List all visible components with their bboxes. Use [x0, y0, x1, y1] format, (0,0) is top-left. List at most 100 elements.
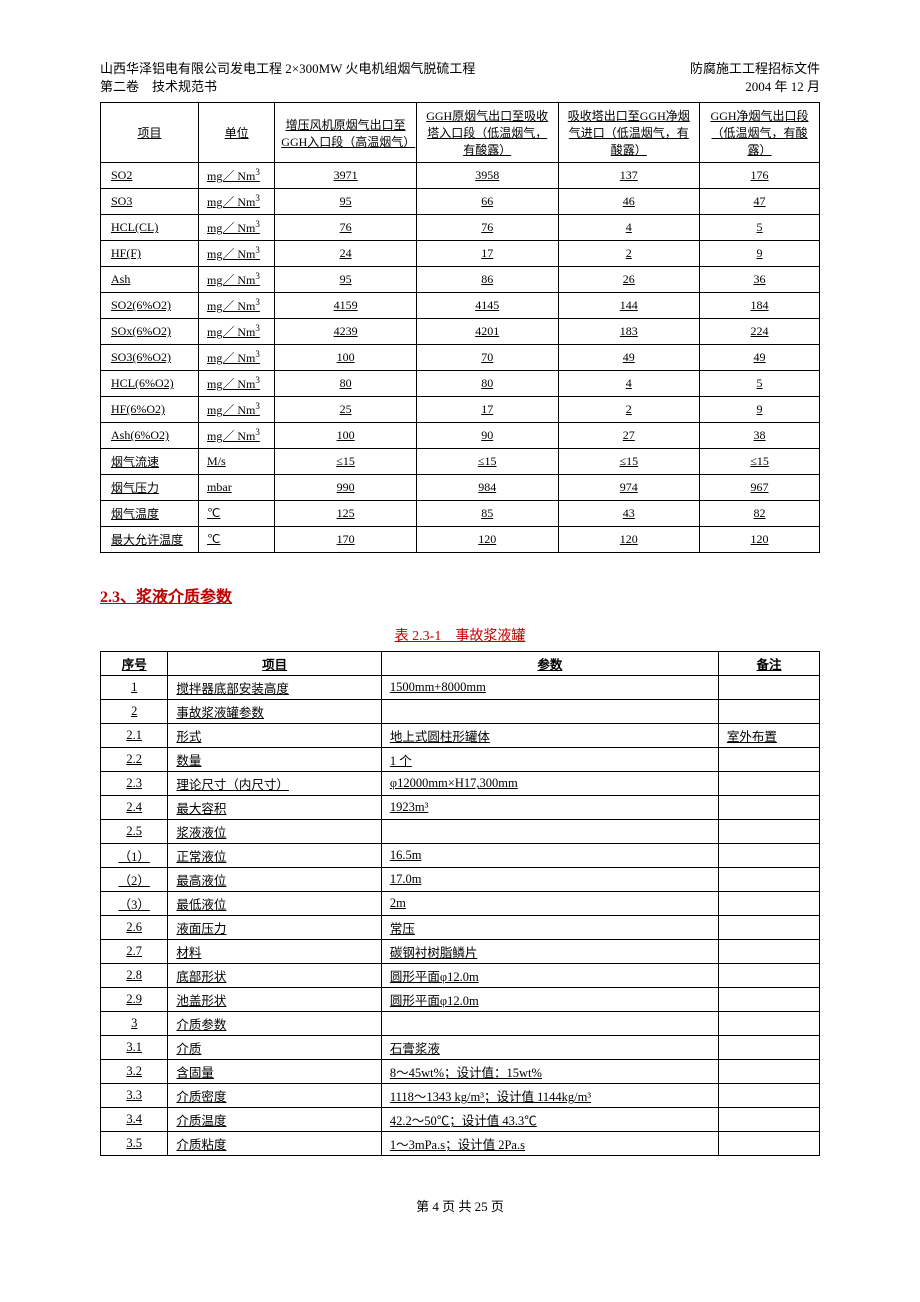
cell-item: 事故浆液罐参数 — [168, 700, 381, 724]
table-row: HF(6%O2)mg／ Nm3251729 — [101, 397, 820, 423]
table-row: 1搅拌器底部安装高度1500mm+8000mm — [101, 676, 820, 700]
cell-no: 2.9 — [101, 988, 168, 1012]
gas-params-table: 项目 单位 增压风机原烟气出口至GGH入口段（高温烟气） GGH原烟气出口至吸收… — [100, 102, 820, 553]
cell-v3: 974 — [558, 475, 700, 501]
header-right: 防腐施工工程招标文件 2004 年 12 月 — [690, 60, 820, 96]
table-row: 烟气温度℃125854382 — [101, 501, 820, 527]
header-left: 山西华泽铝电有限公司发电工程 2×300MW 火电机组烟气脱硫工程 第二卷 技术… — [100, 60, 475, 96]
cell-param: 1118～1343 kg/m³；设计值 1144kg/m³ — [381, 1084, 718, 1108]
cell-v1: 100 — [275, 345, 417, 371]
table-row: 2.1形式地上式圆柱形罐体室外布置 — [101, 724, 820, 748]
cell-note — [718, 796, 819, 820]
cell-unit: mg／ Nm3 — [199, 423, 275, 449]
t2-th-param: 参数 — [537, 658, 562, 672]
cell-item: 底部形状 — [168, 964, 381, 988]
cell-v2: 86 — [416, 267, 558, 293]
cell-v2: 66 — [416, 189, 558, 215]
cell-note — [718, 940, 819, 964]
cell-v3: 4 — [558, 215, 700, 241]
cell-v1: 125 — [275, 501, 417, 527]
cell-note — [718, 1084, 819, 1108]
cell-no: （3） — [101, 892, 168, 916]
cell-item: 数量 — [168, 748, 381, 772]
cell-v2: 70 — [416, 345, 558, 371]
cell-item: 含固量 — [168, 1060, 381, 1084]
cell-no: 2.6 — [101, 916, 168, 940]
cell-item: Ash — [101, 267, 199, 293]
cell-item: 烟气温度 — [101, 501, 199, 527]
table-row: 2.8底部形状圆形平面φ12.0m — [101, 964, 820, 988]
cell-param: 8～45wt%；设计值：15wt% — [381, 1060, 718, 1084]
cell-v3: 120 — [558, 527, 700, 553]
cell-v4: 224 — [700, 319, 820, 345]
t2-th-note: 备注 — [756, 658, 781, 672]
cell-v4: 967 — [700, 475, 820, 501]
table-row: Ash(6%O2)mg／ Nm3100902738 — [101, 423, 820, 449]
cell-item: 烟气流速 — [101, 449, 199, 475]
cell-v4: 38 — [700, 423, 820, 449]
cell-param: 17.0m — [381, 868, 718, 892]
table-row: 2.2数量1 个 — [101, 748, 820, 772]
cell-unit: mg／ Nm3 — [199, 241, 275, 267]
cell-item: 介质粘度 — [168, 1132, 381, 1156]
cell-unit: ℃ — [199, 527, 275, 553]
cell-v1: 3971 — [275, 163, 417, 189]
cell-note — [718, 700, 819, 724]
header-left-line1: 山西华泽铝电有限公司发电工程 2×300MW 火电机组烟气脱硫工程 — [100, 60, 475, 78]
cell-unit: mg／ Nm3 — [199, 319, 275, 345]
cell-unit: mg／ Nm3 — [199, 345, 275, 371]
cell-item: Ash(6%O2) — [101, 423, 199, 449]
cell-v4: 176 — [700, 163, 820, 189]
cell-v2: 3958 — [416, 163, 558, 189]
table-row: HF(F)mg／ Nm3241729 — [101, 241, 820, 267]
cell-item: SOx(6%O2) — [101, 319, 199, 345]
cell-item: 烟气压力 — [101, 475, 199, 501]
table-row: 最大允许温度℃170120120120 — [101, 527, 820, 553]
table-row: SO2(6%O2)mg／ Nm341594145144184 — [101, 293, 820, 319]
cell-no: 2.7 — [101, 940, 168, 964]
cell-no: 2.2 — [101, 748, 168, 772]
th-col4: GGH净烟气出口段（低温烟气，有酸露） — [711, 109, 809, 157]
cell-no: 3.5 — [101, 1132, 168, 1156]
cell-item: HCL(CL) — [101, 215, 199, 241]
cell-no: 2 — [101, 700, 168, 724]
table-row: 烟气流速M/s≤15≤15≤15≤15 — [101, 449, 820, 475]
table-row: 3.2含固量8～45wt%；设计值：15wt% — [101, 1060, 820, 1084]
th-col3: 吸收塔出口至GGH净烟气进口（低温烟气，有酸露） — [568, 109, 690, 157]
cell-v3: 144 — [558, 293, 700, 319]
table-row: HCL(6%O2)mg／ Nm3808045 — [101, 371, 820, 397]
cell-item: 介质 — [168, 1036, 381, 1060]
cell-v4: 120 — [700, 527, 820, 553]
cell-item: SO2 — [101, 163, 199, 189]
t2-th-item: 项目 — [262, 658, 287, 672]
cell-note — [718, 964, 819, 988]
cell-v3: 43 — [558, 501, 700, 527]
cell-v2: 85 — [416, 501, 558, 527]
cell-param: 1923m³ — [381, 796, 718, 820]
cell-unit: mg／ Nm3 — [199, 293, 275, 319]
section-2-3-title: 2.3、浆液介质参数 — [100, 583, 820, 607]
table-row: （1）正常液位16.5m — [101, 844, 820, 868]
cell-v4: 9 — [700, 397, 820, 423]
cell-v1: 4159 — [275, 293, 417, 319]
cell-v4: 49 — [700, 345, 820, 371]
cell-note: 室外布置 — [718, 724, 819, 748]
th-unit: 单位 — [225, 126, 249, 140]
cell-no: 1 — [101, 676, 168, 700]
cell-v3: ≤15 — [558, 449, 700, 475]
cell-param: 2m — [381, 892, 718, 916]
cell-no: 2.8 — [101, 964, 168, 988]
cell-v1: 95 — [275, 189, 417, 215]
table-row: SOx(6%O2)mg／ Nm342394201183224 — [101, 319, 820, 345]
cell-note — [718, 1012, 819, 1036]
page-header: 山西华泽铝电有限公司发电工程 2×300MW 火电机组烟气脱硫工程 第二卷 技术… — [100, 60, 820, 96]
th-col1: 增压风机原烟气出口至GGH入口段（高温烟气） — [281, 118, 415, 149]
cell-item: 介质温度 — [168, 1108, 381, 1132]
table-row: 2事故浆液罐参数 — [101, 700, 820, 724]
table-row: 2.9池盖形状圆形平面φ12.0m — [101, 988, 820, 1012]
table-row: 2.3理论尺寸（内尺寸）φ12000mm×H17,300mm — [101, 772, 820, 796]
cell-unit: ℃ — [199, 501, 275, 527]
table-row: 3.3介质密度1118～1343 kg/m³；设计值 1144kg/m³ — [101, 1084, 820, 1108]
table-row: 2.4最大容积1923m³ — [101, 796, 820, 820]
cell-item: SO3 — [101, 189, 199, 215]
